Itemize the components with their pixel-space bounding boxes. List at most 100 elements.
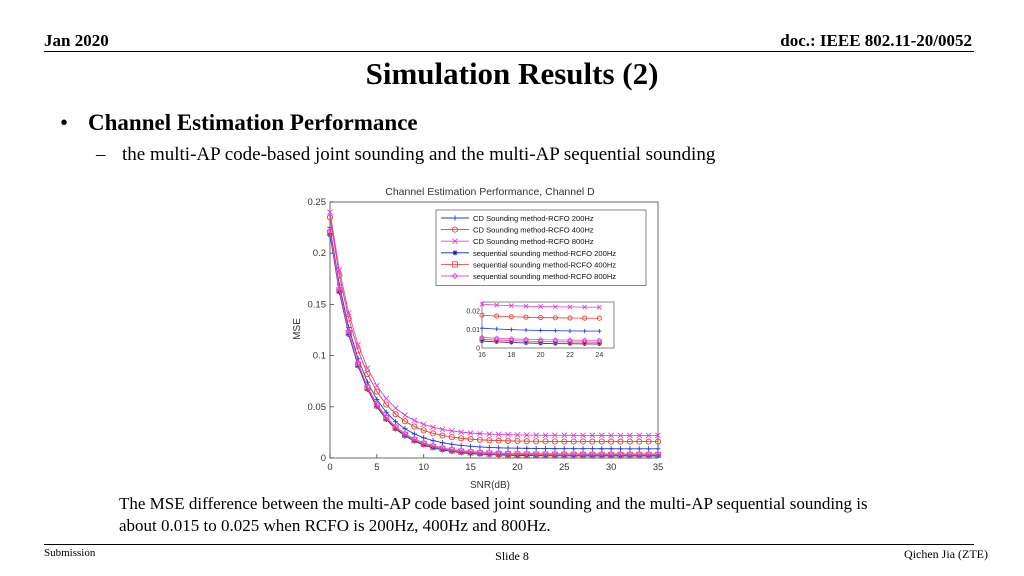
square-marker bbox=[551, 451, 558, 458]
square-marker bbox=[364, 384, 371, 392]
subbullet-item: – the multi-AP code-based joint sounding … bbox=[96, 144, 715, 166]
diamond-marker bbox=[411, 435, 418, 443]
bullet-text: Channel Estimation Performance bbox=[88, 110, 418, 135]
legend-label: CD Sounding method-RCFO 200Hz bbox=[473, 214, 594, 223]
circle-marker bbox=[567, 315, 573, 321]
diamond-marker bbox=[514, 450, 521, 457]
diamond-marker bbox=[336, 285, 343, 292]
diamond-marker bbox=[429, 442, 437, 449]
circle-marker bbox=[383, 401, 390, 408]
circle-marker bbox=[598, 438, 605, 445]
circle-marker bbox=[486, 437, 493, 444]
legend-label: sequential sounding method-RCFO 200Hz bbox=[473, 249, 616, 258]
circle-marker bbox=[451, 226, 459, 233]
y-tick-label: 0.15 bbox=[308, 299, 327, 310]
square-marker bbox=[451, 261, 459, 268]
square-marker bbox=[514, 451, 521, 458]
plus-marker bbox=[580, 446, 586, 452]
square-marker bbox=[626, 451, 633, 458]
mse-chart: Channel Estimation Performance, Channel … bbox=[292, 186, 663, 491]
diamond-marker bbox=[354, 359, 362, 367]
circle-marker bbox=[514, 438, 521, 445]
circle-marker bbox=[626, 438, 633, 445]
x-marker bbox=[636, 432, 643, 439]
legend-entry: sequential sounding method-RCFO 400Hz bbox=[441, 260, 616, 269]
circle-marker bbox=[523, 314, 529, 320]
footer-author: Qichen Jia (ZTE) bbox=[904, 547, 988, 561]
diamond-marker bbox=[636, 450, 643, 458]
x-marker bbox=[608, 432, 615, 439]
legend-box bbox=[435, 209, 647, 286]
x-marker bbox=[458, 429, 465, 436]
x-marker bbox=[508, 303, 514, 309]
inset-x-tick-label: 16 bbox=[478, 352, 486, 359]
footer-submission: Submission bbox=[44, 547, 96, 559]
diamond-marker bbox=[626, 450, 634, 458]
legend-entry: CD Sounding method-RCFO 800Hz bbox=[441, 237, 594, 246]
diamond-marker bbox=[551, 450, 559, 457]
chart-figure: Channel Estimation Performance, Channel … bbox=[280, 182, 670, 494]
plus-marker bbox=[567, 328, 573, 333]
plus-marker bbox=[505, 445, 511, 451]
plus-marker bbox=[617, 446, 624, 452]
diamond-marker bbox=[364, 383, 371, 390]
x-marker bbox=[542, 432, 549, 439]
circle-marker bbox=[392, 411, 399, 418]
square-marker bbox=[505, 451, 512, 458]
x-marker bbox=[336, 267, 343, 274]
diamond-marker bbox=[479, 334, 485, 341]
chart-title: Channel Estimation Performance, Channel … bbox=[385, 186, 595, 198]
plus-marker bbox=[524, 445, 530, 451]
plus-marker bbox=[452, 215, 458, 221]
x-marker bbox=[383, 395, 390, 402]
plus-marker bbox=[479, 326, 485, 331]
circle-marker bbox=[448, 434, 455, 441]
x-marker bbox=[430, 424, 437, 431]
plus-marker bbox=[486, 444, 492, 451]
square-marker bbox=[542, 451, 549, 458]
plus-marker bbox=[582, 328, 587, 334]
x-marker bbox=[439, 426, 446, 433]
plus-marker bbox=[458, 442, 464, 449]
x-marker bbox=[477, 430, 483, 437]
x-marker bbox=[655, 432, 661, 439]
x-marker bbox=[523, 303, 529, 309]
circle-marker bbox=[552, 315, 558, 321]
x-marker bbox=[523, 432, 530, 438]
diamond-marker bbox=[589, 450, 596, 458]
plus-marker bbox=[636, 446, 642, 452]
x-marker bbox=[598, 432, 605, 439]
legend-entry: CD Sounding method-RCFO 400Hz bbox=[441, 226, 594, 235]
x-marker bbox=[533, 432, 540, 439]
x-marker bbox=[538, 304, 544, 309]
circle-marker bbox=[495, 437, 502, 444]
plus-marker bbox=[553, 328, 558, 333]
inset-x-tick-label: 20 bbox=[537, 352, 545, 359]
x-marker bbox=[596, 304, 602, 310]
diamond-marker bbox=[382, 413, 390, 421]
inset-plot: 16 18 20 22 24 0 0.01 0.02 bbox=[466, 301, 615, 359]
square-marker bbox=[523, 451, 530, 458]
circle-marker bbox=[636, 438, 643, 445]
x-tick-label: 30 bbox=[606, 462, 617, 473]
diamond-marker bbox=[401, 430, 409, 437]
x-marker bbox=[452, 238, 458, 245]
subbullet-text: the multi-AP code-based joint sounding a… bbox=[122, 144, 716, 165]
x-marker bbox=[364, 365, 371, 372]
x-marker bbox=[645, 432, 652, 439]
square-marker bbox=[439, 445, 446, 452]
inset-y-tick-label: 0.01 bbox=[466, 327, 480, 334]
diamond-marker bbox=[607, 450, 615, 458]
plus-marker bbox=[411, 431, 417, 437]
plus-marker bbox=[496, 445, 502, 451]
circle-marker bbox=[551, 438, 558, 445]
diamond-marker bbox=[523, 450, 531, 457]
diamond-marker bbox=[617, 450, 624, 458]
circle-marker bbox=[439, 432, 446, 439]
x-marker bbox=[411, 417, 418, 424]
x-marker bbox=[626, 432, 633, 439]
diamond-marker bbox=[457, 447, 465, 454]
y-tick-label: 0 bbox=[321, 453, 326, 464]
plus-marker bbox=[421, 435, 427, 441]
x-marker bbox=[345, 310, 352, 316]
